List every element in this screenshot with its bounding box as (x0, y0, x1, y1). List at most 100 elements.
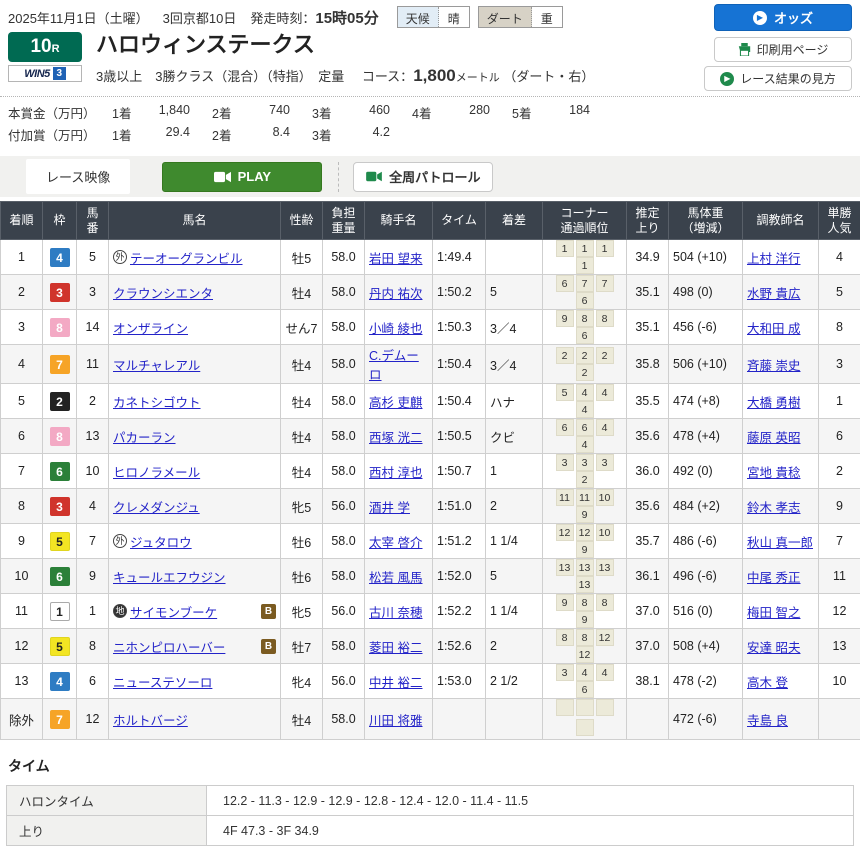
trainer-link[interactable]: 梅田 智之 (747, 606, 800, 620)
cell-last-3f: 37.0 (627, 594, 669, 629)
vertical-divider (338, 162, 339, 192)
play-button-label: PLAY (238, 169, 271, 184)
cell-finish-position: 11 (1, 594, 43, 629)
horse-link[interactable]: テーオーグランビル (130, 248, 243, 267)
jockey-link[interactable]: 酒井 学 (369, 501, 410, 515)
jockey-link[interactable]: 菱田 裕二 (369, 641, 422, 655)
corner-box: 6 (556, 275, 574, 292)
cell-finish-position: 除外 (1, 699, 43, 740)
cell-margin: 5 (486, 275, 543, 310)
jockey-link[interactable]: 岩田 望来 (369, 252, 422, 266)
cell-finish-position: 1 (1, 240, 43, 275)
horse-link[interactable]: オンザライン (113, 318, 188, 337)
corner-box (596, 699, 614, 716)
horse-link[interactable]: ニホンピロハーバー (113, 637, 225, 656)
cell-margin: 1 1/4 (486, 524, 543, 559)
horse-link[interactable]: クラウンシエンタ (113, 283, 213, 302)
odds-button[interactable]: ▶ オッズ (714, 4, 852, 31)
jockey-link[interactable]: 西塚 洸二 (369, 431, 422, 445)
cell-horse-number: 14 (77, 310, 109, 345)
corner-box: 4 (596, 419, 614, 436)
trainer-link[interactable]: 寺島 良 (747, 714, 788, 728)
frame-badge: 5 (50, 637, 70, 656)
horse-link[interactable]: カネトシゴウト (113, 392, 201, 411)
trainer-link[interactable]: 大和田 成 (747, 322, 800, 336)
corner-box: 8 (596, 310, 614, 327)
jockey-link[interactable]: 松若 風馬 (369, 571, 422, 585)
jockey-link[interactable]: C.デムーロ (369, 349, 419, 382)
horse-link[interactable]: ヒロノラメール (113, 462, 200, 481)
horse-link[interactable]: ジュタロウ (130, 532, 192, 551)
cell-win-popularity: 7 (819, 524, 860, 559)
trainer-link[interactable]: 大橋 勇樹 (747, 396, 800, 410)
jockey-link[interactable]: 高杉 吏麒 (369, 396, 422, 410)
jockey-link[interactable]: 川田 将雅 (369, 714, 422, 728)
cell-time: 1:50.2 (433, 275, 486, 310)
horse-link[interactable]: ホルトバージ (113, 710, 188, 729)
horse-link[interactable]: サイモンブーケ (130, 602, 217, 621)
jockey-link[interactable]: 西村 淳也 (369, 466, 422, 480)
cell-horse-name: マルチャレアル (109, 345, 281, 384)
corner-box: 6 (576, 292, 594, 309)
horse-link[interactable]: パカーラン (113, 427, 176, 446)
cell-last-3f: 38.1 (627, 664, 669, 699)
prize-amount: 8.4 (248, 125, 304, 144)
trainer-link[interactable]: 鈴木 孝志 (747, 501, 800, 515)
cell-sex-age: 牝5 (281, 594, 323, 629)
cell-win-popularity: 2 (819, 454, 860, 489)
added-prize-label: 付加賞（万円） (8, 125, 112, 144)
trainer-link[interactable]: 宮地 貴稔 (747, 466, 800, 480)
jockey-link[interactable]: 丹内 祐次 (369, 287, 422, 301)
results-table-header: 着順枠馬 番馬名性齢負担 重量騎手名タイム着差コーナー 通過順位推定 上り馬体重… (1, 202, 860, 240)
video-camera-icon (214, 171, 231, 183)
cell-horse-name: カネトシゴウト (109, 384, 281, 419)
column-header: 調教師名 (743, 202, 819, 240)
horse-link[interactable]: クレメダンジュ (113, 497, 200, 516)
trainer-link[interactable]: 水野 貴広 (747, 287, 800, 301)
trainer-link[interactable]: 藤原 英昭 (747, 431, 800, 445)
trainer-link[interactable]: 中尾 秀正 (747, 571, 800, 585)
horse-link[interactable]: マルチャレアル (113, 355, 200, 374)
corner-box: 2 (576, 347, 594, 364)
trainer-link[interactable]: 斉藤 崇史 (747, 359, 800, 373)
cell-last-3f: 37.0 (627, 629, 669, 664)
cell-trainer: 宮地 貴稔 (743, 454, 819, 489)
cell-win-popularity: 1 (819, 384, 860, 419)
race-number-block: 10R WIN5 3 (8, 32, 82, 82)
horse-link[interactable]: ニューステソーロ (113, 672, 212, 691)
cell-trainer: 寺島 良 (743, 699, 819, 740)
horse-link[interactable]: キュールエフウジン (113, 567, 226, 586)
corner-box: 4 (576, 664, 594, 681)
play-button[interactable]: PLAY (162, 162, 322, 192)
cell-corner-positions (543, 699, 627, 740)
cell-trainer: 上村 洋行 (743, 240, 819, 275)
cell-finish-position: 3 (1, 310, 43, 345)
cell-weight-carried: 58.0 (323, 559, 365, 594)
cell-body-weight: 486 (-6) (669, 524, 743, 559)
cell-time (433, 699, 486, 740)
jockey-link[interactable]: 古川 奈穂 (369, 606, 422, 620)
jockey-link[interactable]: 太宰 啓介 (369, 536, 422, 550)
cell-win-popularity: 10 (819, 664, 860, 699)
cell-frame: 5 (43, 524, 77, 559)
origin-mark: 外 (113, 250, 127, 264)
corner-box: 13 (596, 559, 614, 576)
trainer-link[interactable]: 上村 洋行 (747, 252, 800, 266)
cell-frame: 3 (43, 275, 77, 310)
trainer-link[interactable]: 秋山 真一郎 (747, 536, 813, 550)
cell-horse-number: 2 (77, 384, 109, 419)
jockey-link[interactable]: 小崎 綾也 (369, 322, 422, 336)
column-header: 負担 重量 (323, 202, 365, 240)
cell-finish-position: 13 (1, 664, 43, 699)
trainer-link[interactable]: 安達 昭夫 (747, 641, 800, 655)
patrol-video-button[interactable]: 全周パトロール (353, 162, 493, 192)
cell-margin: 3／4 (486, 310, 543, 345)
